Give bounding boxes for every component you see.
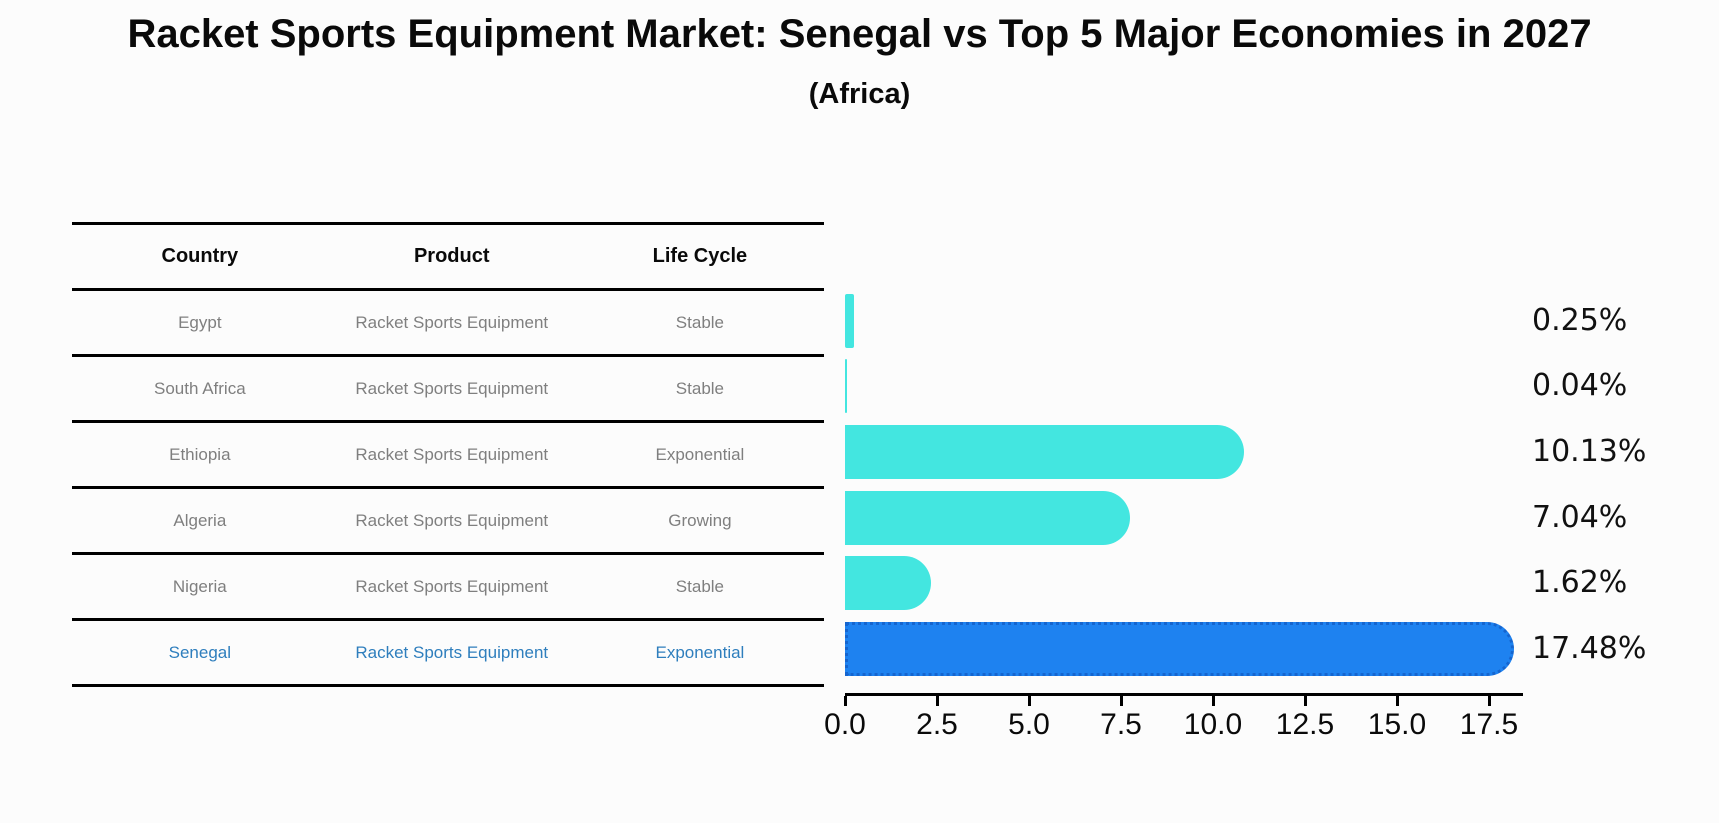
table-cell: Racket Sports Equipment xyxy=(355,378,549,398)
x-tick-label: 17.5 xyxy=(1459,708,1519,741)
x-tick-label: 7.5 xyxy=(1100,708,1142,741)
bar-algeria xyxy=(845,490,1131,545)
table-cell: Nigeria xyxy=(172,576,227,596)
bar-senegal xyxy=(845,622,1515,677)
x-axis-line xyxy=(845,693,1523,696)
table-cell: Racket Sports Equipment xyxy=(355,510,549,530)
x-tick-mark xyxy=(1211,696,1215,706)
value-label: 7.04% xyxy=(1532,499,1628,535)
value-label: 0.25% xyxy=(1532,302,1628,338)
table-cell: Racket Sports Equipment xyxy=(355,642,549,662)
x-tick-label: 0.0 xyxy=(824,708,866,741)
x-tick-mark xyxy=(1395,696,1399,706)
x-tick-mark xyxy=(1119,696,1123,706)
table-body: Egypt Racket Sports Equipment Stable South … xyxy=(72,291,824,687)
table-cell: Senegal xyxy=(168,642,232,662)
x-tick-mark xyxy=(1303,696,1307,706)
table-cell: Racket Sports Equipment xyxy=(355,576,549,596)
table-cell: Growing xyxy=(668,510,732,530)
table-row: Algeria Racket Sports Equipment Growing xyxy=(72,489,824,555)
value-label: 1.62% xyxy=(1532,565,1628,601)
table-cell: Stable xyxy=(675,378,724,398)
x-tick-label: 10.0 xyxy=(1183,708,1243,741)
table-row: Senegal Racket Sports Equipment Exponentia… xyxy=(72,621,824,687)
x-tick-label: 2.5 xyxy=(916,708,958,741)
bar-south-africa xyxy=(845,359,847,414)
table-cell: South Africa xyxy=(154,378,246,398)
table-header-country: Country xyxy=(161,245,239,267)
x-tick-label: 5.0 xyxy=(1008,708,1050,741)
x-tick-mark xyxy=(935,696,939,706)
table-row: South Africa Racket Sports Equipment Stabl… xyxy=(72,357,824,423)
table-cell: Algeria xyxy=(173,510,227,530)
table-cell: Egypt xyxy=(178,312,222,332)
bar-egypt xyxy=(845,293,855,348)
value-label: 10.13% xyxy=(1532,434,1647,470)
x-tick-label: 15.0 xyxy=(1367,708,1427,741)
x-tick-mark xyxy=(1487,696,1491,706)
table-cell: Exponential xyxy=(655,444,745,464)
table-cell: Exponential xyxy=(655,642,745,662)
x-tick-mark xyxy=(1027,696,1031,706)
table-row: Ethiopia Racket Sports Equipment Exponenti… xyxy=(72,423,824,489)
x-tick-label: 12.5 xyxy=(1275,708,1335,741)
table-cell: Racket Sports Equipment xyxy=(355,312,549,332)
page-title: Racket Sports Equipment Market: Senegal … xyxy=(127,12,1592,56)
bar-nigeria xyxy=(845,556,931,611)
table-cell: Stable xyxy=(675,312,724,332)
value-label: 17.48% xyxy=(1532,631,1647,667)
bar-ethiopia xyxy=(845,425,1244,480)
table-cell: Racket Sports Equipment xyxy=(355,444,549,464)
table-cell: Ethiopia xyxy=(169,444,231,464)
table-header-product: Product xyxy=(413,245,490,267)
table-header-row: Country Product Life Cycle xyxy=(72,225,824,291)
table-cell: Stable xyxy=(675,576,724,596)
value-label: 0.04% xyxy=(1532,368,1628,404)
table-row: Nigeria Racket Sports Equipment Stable xyxy=(72,555,824,621)
page-subtitle: (Africa) xyxy=(808,78,911,110)
table-row: Egypt Racket Sports Equipment Stable xyxy=(72,291,824,357)
table-header-lifecycle: Life Cycle xyxy=(652,245,748,267)
x-tick-mark xyxy=(843,696,847,706)
country-table: Country Product Life Cycle Egypt Racket S… xyxy=(72,222,824,687)
